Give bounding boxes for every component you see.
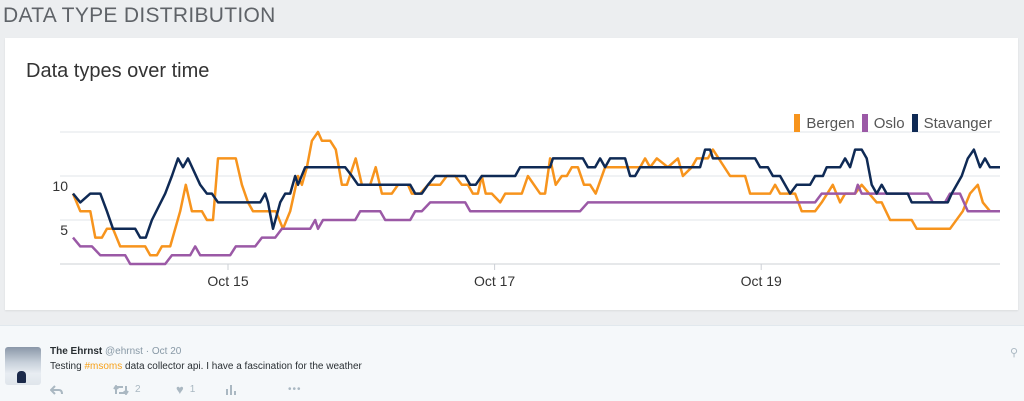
y-tick-label: 10 xyxy=(52,178,68,194)
legend-label: Oslo xyxy=(873,114,905,132)
tweet-handle[interactable]: @ehrnst xyxy=(105,346,143,357)
chart-title: Data types over time xyxy=(26,60,210,82)
legend-swatch xyxy=(911,114,918,132)
series-line-bergen xyxy=(71,130,1000,257)
legend-label: Bergen xyxy=(806,114,855,132)
heart-icon: ♥ xyxy=(176,382,184,397)
reply-icon xyxy=(50,384,63,395)
legend-item-stavanger[interactable]: Stavanger xyxy=(911,114,992,132)
analytics-button[interactable] xyxy=(226,382,288,397)
avatar[interactable] xyxy=(5,347,41,385)
retweet-button[interactable]: 2 xyxy=(113,382,176,397)
legend-swatch xyxy=(861,114,868,132)
tweet-text-after: data collector api. I have a fascination… xyxy=(122,361,362,372)
tweet: The Ehrnst @ehrnst · Oct 20 Testing #mso… xyxy=(0,325,1024,401)
tweet-header: The Ehrnst @ehrnst · Oct 20 xyxy=(50,346,181,357)
tweet-author-name[interactable]: The Ehrnst xyxy=(50,346,103,357)
chart-legend: Bergen Oslo Stavanger xyxy=(794,114,992,132)
tweet-text-before: Testing xyxy=(50,361,85,372)
hashtag-link[interactable]: #msoms xyxy=(84,361,123,372)
legend-swatch xyxy=(794,114,801,132)
reply-button[interactable] xyxy=(50,382,113,397)
more-icon: ••• xyxy=(288,384,302,395)
tweet-separator: · xyxy=(145,346,150,357)
bar-chart-icon xyxy=(226,384,236,395)
like-count: 1 xyxy=(189,384,196,395)
legend-item-oslo[interactable]: Oslo xyxy=(861,114,905,132)
legend-item-bergen[interactable]: Bergen xyxy=(794,114,855,132)
x-tick-label: Oct 17 xyxy=(474,273,515,289)
line-chart: Oct 15 Oct 17 Oct 19 5 10 xyxy=(52,130,1000,289)
tweet-text: Testing #msoms data collector api. I hav… xyxy=(50,361,362,372)
x-tick-label: Oct 15 xyxy=(207,273,248,289)
page-heading: DATA TYPE DISTRIBUTION xyxy=(3,4,276,27)
retweet-count: 2 xyxy=(135,384,141,395)
tweet-actions: 2 ♥ 1 ••• xyxy=(50,382,302,397)
location-pin-icon[interactable]: ⚲ xyxy=(1009,347,1018,359)
series-line-stavanger xyxy=(72,148,1000,239)
retweet-icon xyxy=(113,384,129,395)
like-button[interactable]: ♥ 1 xyxy=(176,382,226,397)
legend-label: Stavanger xyxy=(923,114,992,132)
x-tick-label: Oct 19 xyxy=(741,273,782,289)
y-tick-label: 5 xyxy=(60,222,68,238)
tweet-date[interactable]: Oct 20 xyxy=(151,346,182,357)
more-button[interactable]: ••• xyxy=(288,382,302,397)
series-line-oslo xyxy=(72,183,1000,266)
